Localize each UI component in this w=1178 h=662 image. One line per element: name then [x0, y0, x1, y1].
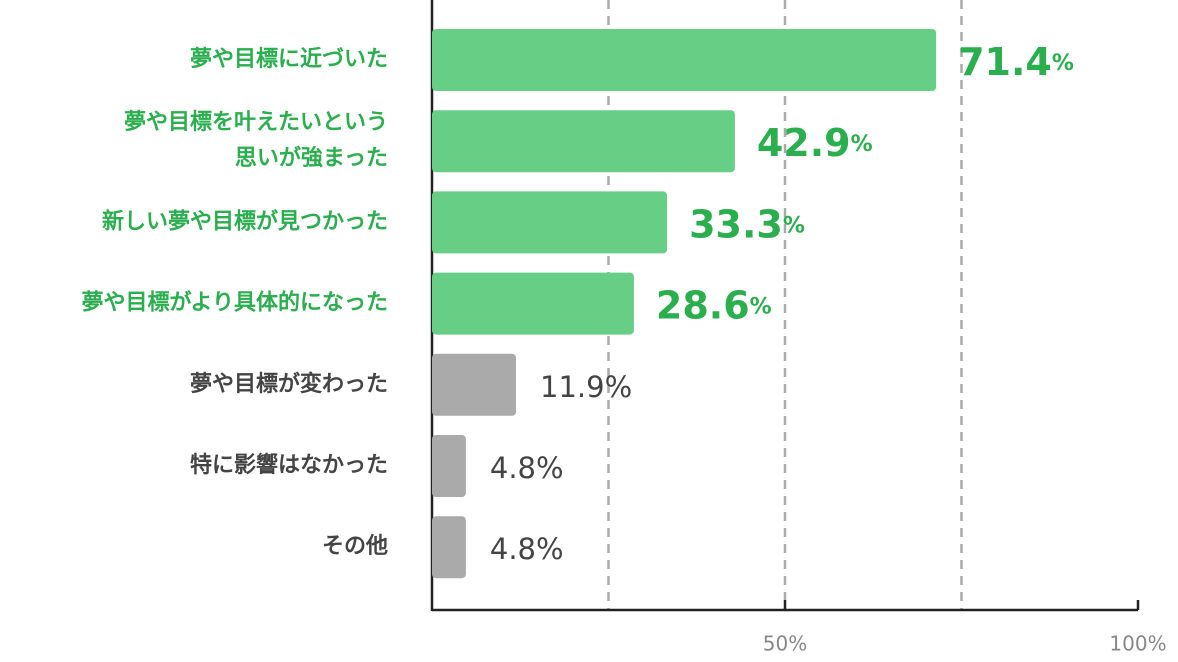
value-label: 42.9%	[757, 121, 873, 165]
x-tick-label: 50%	[763, 632, 807, 656]
bar	[432, 110, 735, 173]
bar	[432, 29, 937, 91]
bar	[432, 272, 634, 335]
value-label: 33.3%	[689, 202, 805, 246]
category-label: その他	[322, 534, 388, 559]
category-label: 特に影響はなかった	[190, 452, 388, 478]
bar	[432, 516, 466, 579]
bar	[432, 191, 668, 254]
x-tick-label: 100%	[1109, 632, 1166, 656]
value-label: 11.9%	[540, 370, 632, 404]
value-label: 28.6%	[656, 283, 772, 327]
category-label: 夢や目標がより具体的になった	[82, 290, 388, 316]
category-label: 夢や目標に近づいた	[190, 46, 388, 72]
bar	[432, 435, 466, 497]
value-label: 4.8%	[490, 451, 564, 485]
value-label: 71.4%	[958, 40, 1074, 84]
category-label: 新しい夢や目標が見つかった	[102, 208, 388, 234]
value-label: 4.8%	[490, 532, 564, 566]
bar	[432, 353, 517, 416]
category-label: 夢や目標が変わった	[190, 371, 388, 397]
category-label: 夢や目標を叶えたいという思いが強まった	[124, 110, 388, 171]
